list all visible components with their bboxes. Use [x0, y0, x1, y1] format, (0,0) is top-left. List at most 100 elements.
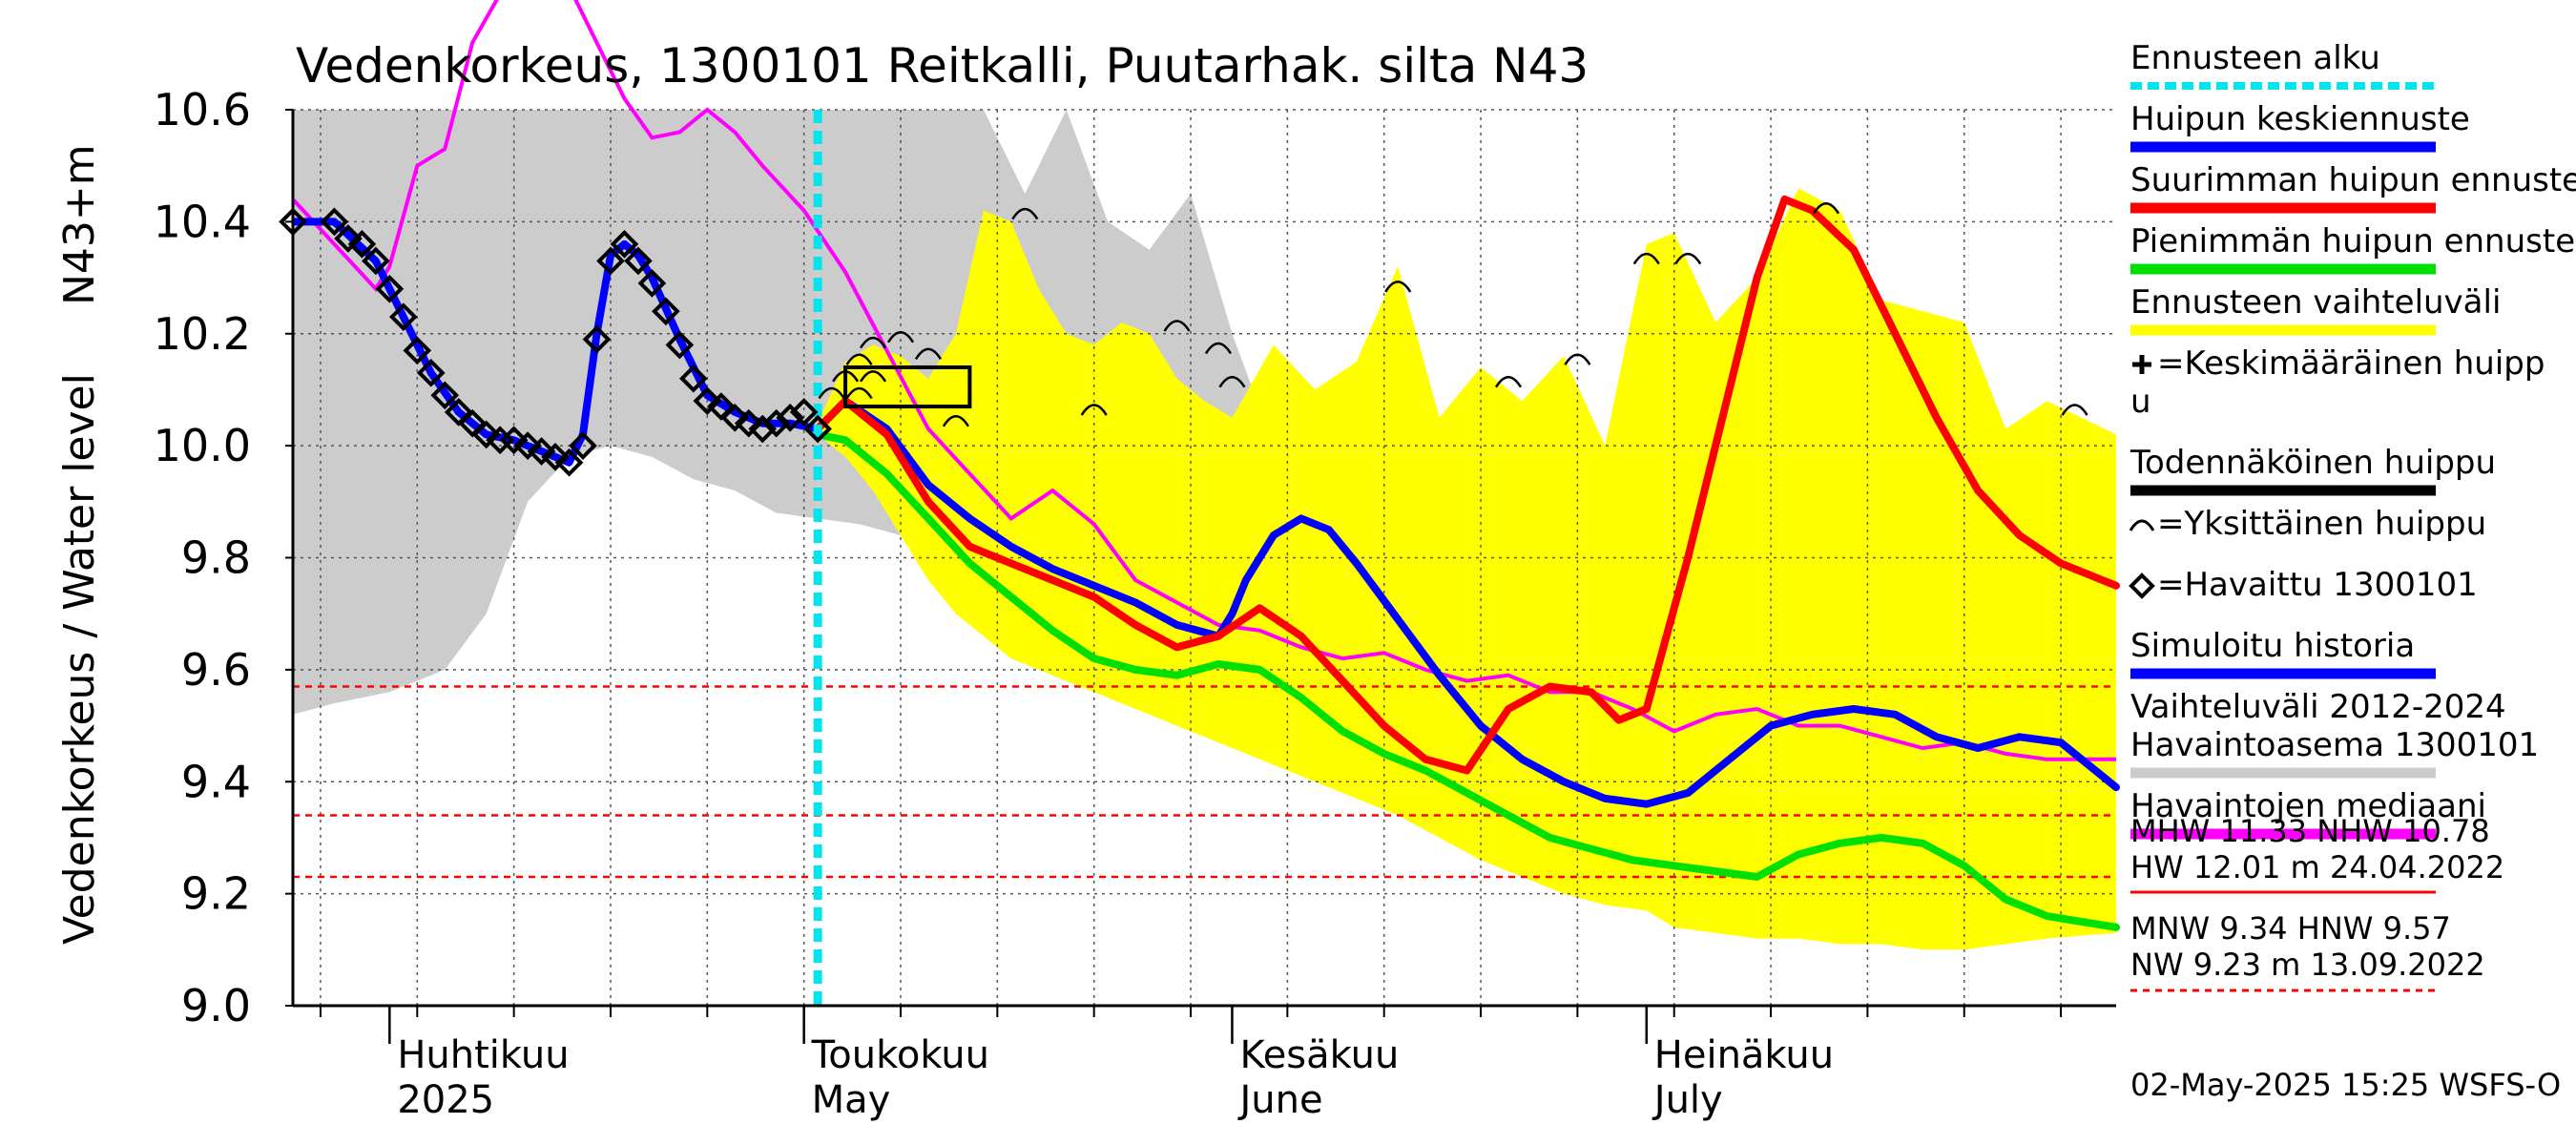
- observed-point: [582, 324, 612, 354]
- y-tick-label: 9.4: [181, 756, 251, 807]
- single-peak-marker: [942, 415, 969, 427]
- observed-point: [403, 336, 432, 365]
- y-tick-label: 9.0: [181, 980, 251, 1031]
- legend-item: =Keskimääräinen huippu: [2130, 344, 2545, 421]
- legend-label: Suurimman huipun ennuste: [2130, 161, 2576, 199]
- legend-label: Ennusteen vaihteluväli: [2130, 283, 2501, 322]
- single-peak-marker: [1812, 202, 1840, 215]
- legend-label-cont: Havaintoasema 1300101: [2130, 726, 2539, 764]
- legend-label: =Havaittu 1300101: [2157, 566, 2478, 604]
- series-layer: [291, 0, 2120, 1006]
- observed-point: [761, 408, 791, 438]
- y-tick-label: 10.4: [154, 196, 251, 247]
- single-peak-marker: [859, 336, 887, 349]
- month-label: Huhtikuu: [397, 1033, 569, 1077]
- observed-point: [789, 398, 819, 427]
- observed-point: [693, 386, 722, 416]
- y-tick-label: 9.2: [181, 868, 251, 920]
- legend-label-cont: u: [2130, 383, 2151, 421]
- legend-item: Simuloitu historia: [2130, 627, 2436, 679]
- chart-title: Vedenkorkeus, 1300101 Reitkalli, Puutarh…: [296, 38, 1589, 94]
- y-tick-label: 10.6: [154, 84, 251, 135]
- observed-point: [569, 431, 597, 460]
- y-tick-label: 9.6: [181, 644, 251, 696]
- legend-label: Todennäköinen huippu: [2129, 444, 2496, 482]
- legend-label: =Yksittäinen huippu: [2157, 505, 2486, 543]
- legend-label: Havaintojen mediaani: [2130, 787, 2486, 825]
- single-peak-marker: [845, 386, 873, 400]
- single-peak-marker: [886, 331, 915, 344]
- y-tick-label: 10.2: [154, 308, 251, 360]
- single-peak-marker: [1204, 342, 1233, 355]
- observed-point: [527, 437, 556, 466]
- single-peak-marker: [1494, 375, 1523, 388]
- legend-arc-symbol: [2129, 519, 2155, 531]
- legend-item: Vaihteluväli 2012-2024 Havaintoasema 130…: [2130, 688, 2539, 779]
- legend-item: Havaintojen mediaani: [2130, 787, 2486, 840]
- legend-item: Huipun keskiennuste: [2130, 100, 2470, 153]
- legend-label: Vaihteluväli 2012-2024: [2130, 688, 2506, 726]
- median-line: [291, 0, 2116, 761]
- legend-label: =Keskimääräinen huipp: [2157, 344, 2545, 383]
- stats-line: HW 12.01 m 24.04.2022: [2130, 849, 2504, 885]
- threshold-lines: [293, 685, 2116, 879]
- legend-item: =Havaittu 1300101: [2129, 566, 2478, 604]
- mean-forecast-line: [814, 397, 2120, 808]
- bands-layer: [293, 110, 2116, 950]
- observed-point: [320, 207, 349, 237]
- observed-point: [776, 403, 805, 432]
- stats-line: MNW 9.34 HNW 9.57: [2130, 910, 2451, 947]
- single-peak-marker: [914, 347, 943, 361]
- observed-point: [471, 420, 501, 449]
- legend-item: Suurimman huipun ennuste: [2130, 161, 2576, 214]
- single-peak-marker: [1218, 375, 1246, 388]
- single-peak-marker: [1011, 207, 1039, 220]
- single-peak-marker: [845, 353, 873, 365]
- markers-layer: [279, 202, 2088, 477]
- min-forecast-line: [814, 430, 2120, 931]
- single-peak-marker: [859, 370, 887, 383]
- month-sublabel: May: [812, 1078, 891, 1122]
- observed-point: [554, 448, 584, 477]
- observed-point: [347, 230, 377, 259]
- observed-point: [596, 246, 625, 276]
- legend-label: Ennusteen alku: [2130, 39, 2380, 77]
- single-peak-marker: [1674, 252, 1702, 265]
- single-peak-marker: [1564, 353, 1591, 365]
- observed-point: [388, 302, 418, 331]
- footer-timestamp: 02-May-2025 15:25 WSFS-O: [2130, 1067, 2561, 1103]
- probable-peak-box: [843, 364, 972, 409]
- legend-diamond-symbol: [2129, 572, 2155, 599]
- month-sublabel: July: [1652, 1078, 1723, 1122]
- observed-point: [513, 431, 542, 460]
- legend-label: Pienimmän huipun ennuste: [2130, 222, 2575, 260]
- observed-point: [652, 297, 680, 326]
- observed-point: [416, 359, 446, 387]
- observed-point: [679, 364, 708, 393]
- axes-layer: 9.0 9.2 9.4 9.6 9.8 10.0 10.2 10.4 10.6 Huhtikuu2…: [154, 84, 2116, 1122]
- observed-point: [624, 246, 653, 276]
- observed-point: [499, 426, 529, 455]
- observed-point: [803, 414, 832, 444]
- observed-point: [362, 246, 390, 276]
- month-label: Toukokuu: [811, 1033, 989, 1077]
- observed-point: [720, 403, 750, 432]
- legend: Ennusteen alku Huipun keskiennuste Suurimm…: [2129, 39, 2576, 992]
- legend-item: Todennäköinen huippu: [2129, 444, 2496, 496]
- month-label: Heinäkuu: [1654, 1033, 1834, 1077]
- forecast-range-band: [818, 188, 2116, 950]
- observed-point: [610, 230, 639, 259]
- observed-point: [541, 443, 570, 471]
- observed-point: [665, 330, 695, 360]
- single-peak-marker: [818, 386, 845, 400]
- max-forecast-line: [814, 195, 2120, 775]
- single-peak-marker: [1632, 252, 1660, 265]
- legend-item: =Yksittäinen huippu: [2129, 505, 2486, 543]
- legend-item: Ennusteen alku: [2130, 39, 2436, 90]
- legend-plus-symbol: [2132, 355, 2151, 374]
- y-tick-label: 9.8: [181, 532, 251, 584]
- y-axis-unit: N43+m: [55, 144, 104, 305]
- month-label: Kesäkuu: [1239, 1033, 1399, 1077]
- observed-point: [334, 224, 363, 253]
